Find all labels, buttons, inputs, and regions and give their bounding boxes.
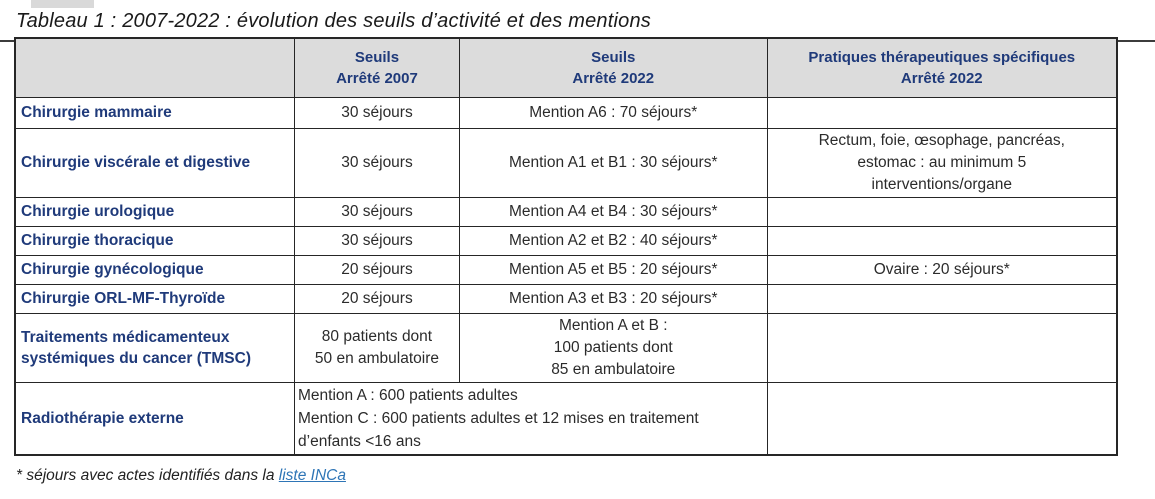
cell-seuils-2022: Mention A4 et B4 : 30 séjours* [458,196,768,227]
cell-pratiques-2022 [766,96,1118,129]
row-label: Chirurgie gynécologique [14,254,296,285]
row-label: Chirurgie ORL-MF-Thyroïde [14,283,296,314]
header-pratiques-2022: Pratiques thérapeutiques spécifiques Arr… [766,37,1118,98]
table-row: Chirurgie ORL-MF-Thyroïde 20 séjours Men… [14,283,1118,314]
cell-pratiques-2022: Rectum, foie, œsophage, pancréas, estoma… [766,127,1118,198]
cell-seuils-2007: 30 séjours [294,225,460,256]
screen-edge-artifact [31,0,94,8]
cell-seuils-2022: Mention A et B : 100 patients dont 85 en… [458,312,768,383]
cell-seuils-2007: 30 séjours [294,127,460,198]
cell-seuils-2022: Mention A3 et B3 : 20 séjours* [458,283,768,314]
header-seuils-2022: Seuils Arrêté 2022 [458,37,768,98]
row-label: Chirurgie thoracique [14,225,296,256]
table-row: Chirurgie urologique 30 séjours Mention … [14,196,1118,227]
row-label: Chirurgie viscérale et digestive [14,127,296,198]
cell-pratiques-2022 [766,225,1118,256]
table-row: Chirurgie gynécologique 20 séjours Menti… [14,254,1118,285]
table-header-row: Seuils Arrêté 2007 Seuils Arrêté 2022 Pr… [14,37,1118,98]
cell-seuils-2007: 80 patients dont 50 en ambulatoire [294,312,460,383]
table-row: Chirurgie thoracique 30 séjours Mention … [14,225,1118,256]
row-label: Chirurgie urologique [14,196,296,227]
footnote: * séjours avec actes identifiés dans la … [16,467,346,485]
table-row: Chirurgie mammaire 30 séjours Mention A6… [14,96,1118,129]
header-seuils-2007: Seuils Arrêté 2007 [294,37,460,98]
row-label: Radiothérapie externe [14,381,296,455]
cell-pratiques-2022 [766,312,1118,383]
table-row: Traitements médicamenteux systémiques du… [14,312,1118,383]
cell-seuils-2022: Mention A5 et B5 : 20 séjours* [458,254,768,285]
cell-seuils-2007: 20 séjours [294,254,460,285]
cell-pratiques-2022: Ovaire : 20 séjours* [766,254,1118,285]
seuils-table: Seuils Arrêté 2007 Seuils Arrêté 2022 Pr… [14,37,1118,456]
cell-seuils-2022: Mention A1 et B1 : 30 séjours* [458,127,768,198]
cell-pratiques-2022 [766,381,1118,455]
table-row: Chirurgie viscérale et digestive 30 séjo… [14,127,1118,198]
header-empty [14,37,296,98]
inca-list-link[interactable]: liste INCa [278,467,346,484]
cell-seuils-2007: 30 séjours [294,96,460,129]
row-label: Chirurgie mammaire [14,96,296,129]
row-label: Traitements médicamenteux systémiques du… [14,312,296,383]
cell-seuils-2007: 20 séjours [294,283,460,314]
cell-pratiques-2022 [766,283,1118,314]
cell-seuils-2007: 30 séjours [294,196,460,227]
cell-seuils-2022: Mention A2 et B2 : 40 séjours* [458,225,768,256]
footnote-text: * séjours avec actes identifiés dans la [16,467,279,484]
cell-pratiques-2022 [766,196,1118,227]
table-row: Radiothérapie externe Mention A : 600 pa… [14,381,1118,455]
table-caption: Tableau 1 : 2007-2022 : évolution des se… [16,10,651,32]
cell-seuils-merged: Mention A : 600 patients adultes Mention… [294,381,768,455]
cell-seuils-2022: Mention A6 : 70 séjours* [458,96,768,129]
